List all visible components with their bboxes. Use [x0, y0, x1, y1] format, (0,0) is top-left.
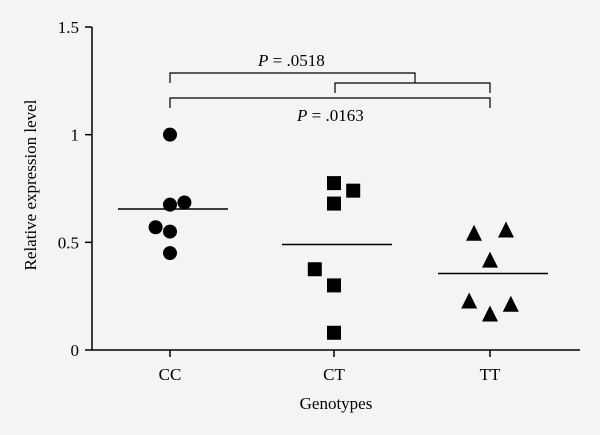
- data-points: [148, 127, 519, 340]
- bracket-cc-ct: [169, 72, 416, 83]
- point-triangle-tt: [482, 305, 498, 322]
- significance-brackets: [169, 72, 491, 108]
- x-tick-label-cc: CC: [159, 365, 182, 384]
- point-square-ct: [346, 183, 361, 198]
- point-circle-cc: [177, 195, 192, 210]
- x-tick-label-ct: CT: [323, 365, 345, 384]
- y-tick-label: 1.5: [58, 18, 79, 37]
- y-tick-label: 0.5: [58, 233, 79, 252]
- point-circle-cc: [163, 224, 177, 239]
- x-axis-title: Genotypes: [300, 394, 373, 413]
- point-circle-cc: [163, 197, 177, 212]
- bracket-ct-tt: [334, 82, 491, 93]
- annotation-p-0518: P = .0518: [257, 51, 325, 70]
- point-triangle-tt: [461, 292, 478, 309]
- y-tick-label: 1: [71, 126, 80, 145]
- mean-lines: [118, 208, 548, 275]
- point-circle-cc: [148, 220, 163, 235]
- point-triangle-tt: [498, 221, 514, 238]
- x-tick-label-tt: TT: [480, 365, 501, 384]
- point-circle-cc: [163, 127, 177, 142]
- point-triangle-tt: [502, 295, 519, 312]
- point-square-ct: [327, 325, 341, 340]
- x-ticks: CC CT TT: [159, 350, 501, 384]
- y-tick-label: 0: [71, 341, 80, 360]
- point-triangle-tt: [466, 224, 482, 241]
- point-square-ct: [327, 196, 341, 211]
- y-ticks: 0 0.5 1 1.5: [58, 18, 92, 360]
- point-circle-cc: [163, 246, 177, 261]
- bracket-cc-tt: [169, 97, 491, 108]
- y-axis-title: Relative expression level: [21, 99, 40, 270]
- point-square-ct: [327, 278, 341, 293]
- axes: [91, 27, 580, 351]
- point-square-ct: [327, 176, 341, 191]
- annotation-p-0163: P = .0163: [296, 106, 364, 125]
- point-triangle-tt: [482, 251, 498, 268]
- point-square-ct: [307, 262, 322, 277]
